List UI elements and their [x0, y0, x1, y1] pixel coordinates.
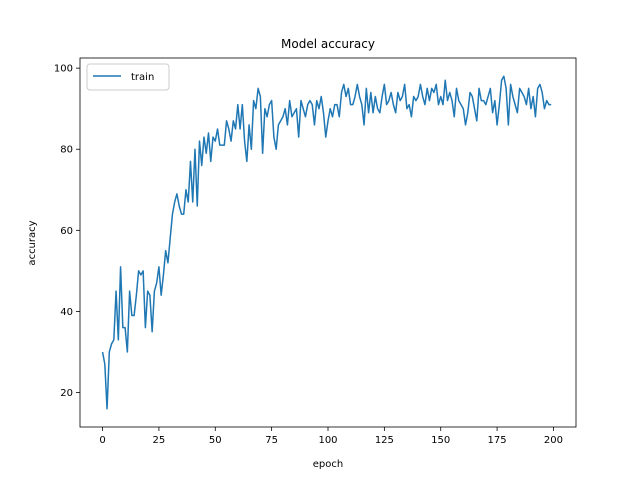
legend-label-train: train: [131, 72, 154, 83]
chart-title: Model accuracy: [281, 37, 375, 51]
plot-frame: [79, 57, 577, 428]
y-tick-label: 20: [60, 388, 73, 399]
legend: train: [86, 63, 170, 91]
x-tick-label: 75: [265, 435, 278, 446]
x-axis-label: epoch: [313, 459, 343, 470]
x-tick-label: 150: [431, 435, 450, 446]
y-tick-label: 60: [60, 226, 73, 237]
x-tick-label: 175: [488, 435, 507, 446]
x-axis: 0 25 50 75 100 125 150 175 200: [99, 427, 563, 446]
x-tick-label: 100: [318, 435, 337, 446]
x-tick-label: 125: [375, 435, 394, 446]
y-axis-label: accuracy: [27, 220, 38, 265]
y-tick-label: 80: [60, 145, 73, 156]
y-tick-label: 40: [60, 307, 73, 318]
legend-box: [86, 63, 170, 91]
plot-area: [101, 75, 552, 410]
y-axis: 20 40 60 80 100: [54, 64, 80, 399]
x-tick-label: 200: [544, 435, 563, 446]
x-tick-label: 25: [153, 435, 166, 446]
series-line-train: [101, 75, 552, 410]
x-tick-label: 50: [209, 435, 222, 446]
y-tick-label: 100: [54, 64, 73, 75]
x-tick-label: 0: [99, 435, 105, 446]
